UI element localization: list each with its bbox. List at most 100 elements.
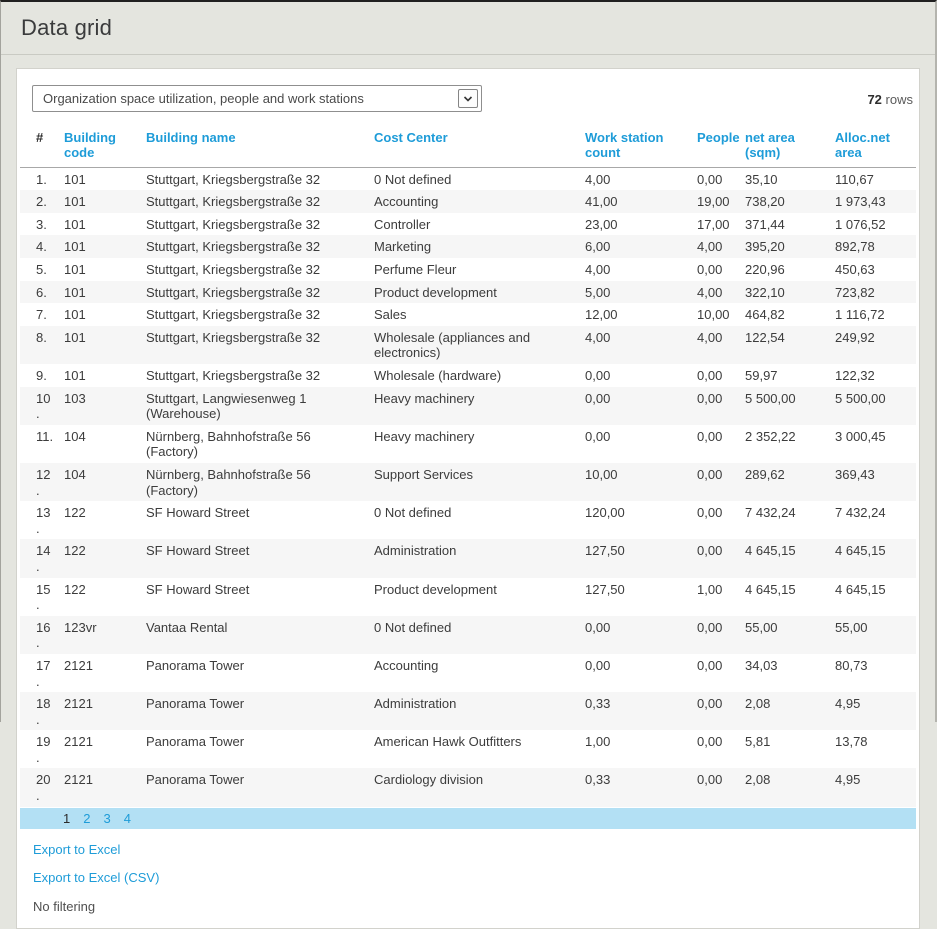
cell-building-code: 101 <box>64 307 86 323</box>
cell-net-area-sqm: 5,81 <box>745 734 771 750</box>
title-divider <box>1 54 935 55</box>
cell-net-area-sqm: 289,62 <box>745 466 785 482</box>
cell-alloc-net-area: 5 500,00 <box>835 390 886 406</box>
page-link-3[interactable]: 3 <box>103 810 111 826</box>
table-row: 5. 101 Stuttgart, Kriegsbergstraße 32 Perfu… <box>20 258 916 281</box>
cell-building-name: Stuttgart, Kriegsbergstraße 32 <box>146 194 321 210</box>
cell-cost-center: Heavy machinery <box>374 428 475 444</box>
toolbar: Organization space utilization, people a… <box>20 82 916 112</box>
cell-index: 9. <box>36 368 47 383</box>
column-header-people[interactable]: People <box>693 128 741 168</box>
cell-building-code: 101 <box>64 216 86 232</box>
cell-building-code: 104 <box>64 428 86 444</box>
cell-net-area-sqm: 55,00 <box>745 619 778 635</box>
cell-building-code: 104 <box>64 466 86 482</box>
cell-index: 11. <box>36 428 54 444</box>
cell-net-area-sqm: 2,08 <box>745 772 771 788</box>
column-header-alloc-net-area[interactable]: Alloc.net area <box>831 128 916 168</box>
cell-alloc-net-area: 1 973,43 <box>835 194 886 210</box>
cell-alloc-net-area: 4 645,15 <box>835 581 886 597</box>
cell-alloc-net-area: 7 432,24 <box>835 505 886 521</box>
table-row: 2. 101 Stuttgart, Kriegsbergstraße 32 Accou… <box>20 190 916 213</box>
cell-building-code: 2121 <box>64 657 93 673</box>
cell-work-station-count: 0,00 <box>585 428 611 444</box>
cell-alloc-net-area: 55,00 <box>835 619 868 635</box>
table-row: 13. 122 SF Howard Street 0 Not defined 120,0… <box>20 501 916 539</box>
cell-people: 1,00 <box>697 581 723 597</box>
cell-people: 4,00 <box>697 239 723 255</box>
data-grid-panel: Organization space utilization, people a… <box>16 68 920 929</box>
cell-cost-center: Accounting <box>374 657 439 673</box>
cell-net-area-sqm: 35,10 <box>745 171 778 187</box>
cell-building-name: Panorama Tower <box>146 734 245 750</box>
cell-net-area-sqm: 7 432,24 <box>745 505 796 521</box>
cell-net-area-sqm: 322,10 <box>745 284 785 300</box>
page-link-4[interactable]: 4 <box>123 810 131 826</box>
cell-work-station-count: 1,00 <box>585 734 611 750</box>
export-csv-link[interactable]: Export to Excel (CSV) <box>33 869 160 885</box>
column-header-building-code[interactable]: Building code <box>60 128 142 168</box>
cell-work-station-count: 0,33 <box>585 696 611 712</box>
cell-people: 4,00 <box>697 284 723 300</box>
cell-alloc-net-area: 110,67 <box>835 171 874 187</box>
cell-work-station-count: 41,00 <box>585 194 618 210</box>
cell-people: 0,00 <box>697 466 723 482</box>
cell-building-name: Stuttgart, Kriegsbergstraße 32 <box>146 284 321 300</box>
cell-cost-center: Accounting <box>374 194 439 210</box>
cell-building-name: Panorama Tower <box>146 696 245 712</box>
cell-index: 15. <box>36 581 51 613</box>
cell-building-code: 101 <box>64 194 86 210</box>
cell-alloc-net-area: 3 000,45 <box>835 428 886 444</box>
cell-work-station-count: 0,33 <box>585 772 611 788</box>
cell-alloc-net-area: 80,73 <box>835 657 868 673</box>
cell-index: 1. <box>36 171 47 187</box>
column-header-building-name[interactable]: Building name <box>142 128 370 168</box>
cell-net-area-sqm: 34,03 <box>745 657 778 673</box>
cell-cost-center: Controller <box>374 216 431 232</box>
cell-building-name: SF Howard Street <box>146 505 250 521</box>
cell-index: 12. <box>36 466 51 498</box>
column-header-work-station-count[interactable]: Work station count <box>581 128 693 168</box>
table-row: 18. 2121 Panorama Tower Administration 0,33 0… <box>20 692 916 731</box>
cell-alloc-net-area: 13,78 <box>835 734 868 750</box>
cell-index: 14. <box>36 543 51 574</box>
cell-index: 19. <box>36 734 51 765</box>
cell-alloc-net-area: 4 645,15 <box>835 543 886 559</box>
cell-cost-center: Sales <box>374 307 407 323</box>
cell-alloc-net-area: 4,95 <box>835 772 861 788</box>
cell-building-code: 2121 <box>64 696 93 712</box>
cell-cost-center: Administration <box>374 696 457 712</box>
cell-net-area-sqm: 59,97 <box>745 368 778 383</box>
cell-work-station-count: 23,00 <box>585 216 618 232</box>
cell-people: 0,00 <box>697 505 723 521</box>
cell-alloc-net-area: 892,78 <box>835 239 875 255</box>
page-current: 1 <box>63 810 71 826</box>
report-select[interactable]: Organization space utilization, people a… <box>32 85 482 112</box>
cell-index: 17. <box>36 657 51 689</box>
cell-index: 4. <box>36 239 47 255</box>
cell-work-station-count: 0,00 <box>585 657 611 673</box>
cell-net-area-sqm: 2 352,22 <box>745 428 796 444</box>
cell-net-area-sqm: 5 500,00 <box>745 390 796 406</box>
cell-people: 0,00 <box>697 262 723 278</box>
cell-index: 8. <box>36 329 47 345</box>
cell-index: 2. <box>36 194 47 210</box>
cell-work-station-count: 127,50 <box>585 581 625 597</box>
table-row: 4. 101 Stuttgart, Kriegsbergstraße 32 Marke… <box>20 235 916 259</box>
column-header-index: # <box>20 128 60 168</box>
cell-people: 10,00 <box>697 307 730 323</box>
filter-status: No filtering <box>33 898 96 914</box>
cell-people: 0,00 <box>697 696 723 712</box>
cell-cost-center: Product development <box>374 284 497 300</box>
cell-cost-center: Wholesale (appliances and electronics) <box>374 329 531 361</box>
page-title: Data grid <box>21 15 113 40</box>
column-header-cost-center[interactable]: Cost Center <box>370 128 581 168</box>
export-excel-link[interactable]: Export to Excel <box>33 841 121 857</box>
table-row: 3. 101 Stuttgart, Kriegsbergstraße 32 Contr… <box>20 213 916 236</box>
table-row: 8. 101 Stuttgart, Kriegsbergstraße 32 Whole… <box>20 325 916 364</box>
cell-index: 16. <box>36 619 51 651</box>
cell-net-area-sqm: 464,82 <box>745 307 785 323</box>
cell-building-name: SF Howard Street <box>146 581 250 597</box>
column-header-net-area-sqm[interactable]: net area (sqm) <box>741 128 831 168</box>
page-link-2[interactable]: 2 <box>83 810 91 826</box>
